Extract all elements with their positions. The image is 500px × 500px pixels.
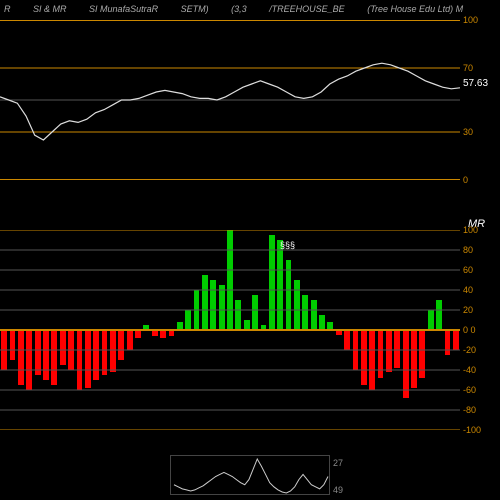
- header-item: (Tree House Edu Ltd) M: [367, 4, 463, 14]
- rsi-panel: [0, 20, 460, 180]
- header-item: (3,3: [231, 4, 247, 14]
- mr-panel: [0, 230, 460, 430]
- header-item: SETM): [181, 4, 209, 14]
- header-item: SI MunafaSutraR: [89, 4, 158, 14]
- header-item: /TREEHOUSE_BE: [269, 4, 345, 14]
- mini-label-top: 27: [333, 458, 343, 468]
- chart-header: R SI & MR SI MunafaSutraR SETM) (3,3 /TR…: [0, 4, 500, 18]
- current-value-label: 57.63: [463, 78, 488, 89]
- rsi-chart: [0, 20, 460, 180]
- mini-chart: [171, 456, 331, 496]
- header-item: R: [4, 4, 11, 14]
- header-item: SI & MR: [33, 4, 67, 14]
- mini-chart-panel: [170, 455, 330, 495]
- mr-marker: §§§: [280, 240, 295, 250]
- mini-label-bottom: 49: [333, 485, 343, 495]
